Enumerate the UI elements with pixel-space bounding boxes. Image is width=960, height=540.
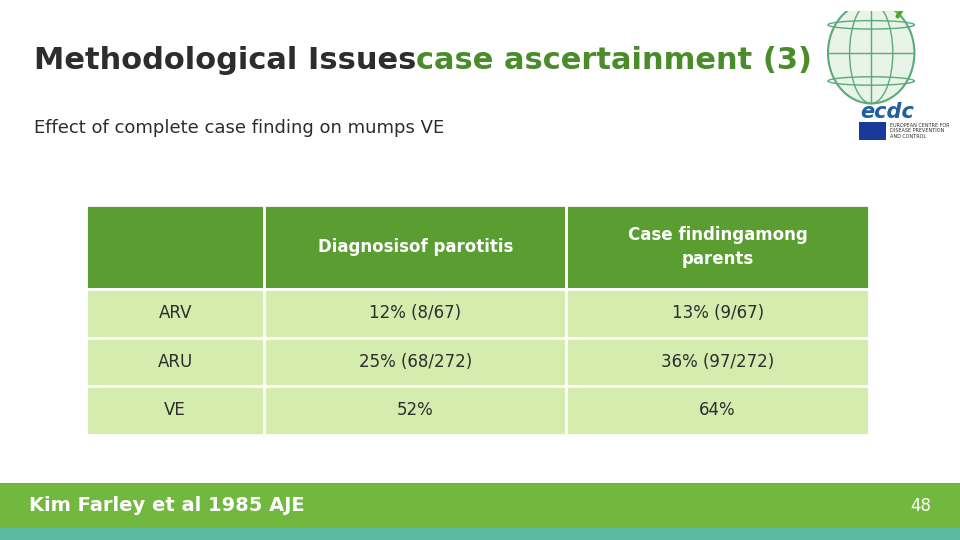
Text: Kim Farley et al 1985 AJE: Kim Farley et al 1985 AJE (29, 496, 304, 515)
FancyBboxPatch shape (264, 205, 566, 289)
FancyBboxPatch shape (566, 386, 869, 435)
FancyBboxPatch shape (86, 289, 264, 338)
FancyBboxPatch shape (566, 338, 869, 386)
Text: Effect of complete case finding on mumps VE: Effect of complete case finding on mumps… (34, 119, 444, 137)
Text: ARV: ARV (158, 304, 192, 322)
Text: 13% (9/67): 13% (9/67) (672, 304, 763, 322)
FancyBboxPatch shape (264, 386, 566, 435)
Text: 25% (68/272): 25% (68/272) (359, 353, 471, 371)
FancyBboxPatch shape (566, 289, 869, 338)
FancyBboxPatch shape (86, 338, 264, 386)
Text: ARU: ARU (157, 353, 193, 371)
FancyBboxPatch shape (859, 122, 885, 140)
FancyBboxPatch shape (86, 205, 264, 289)
Text: Case findingamong
parents: Case findingamong parents (628, 226, 807, 268)
FancyBboxPatch shape (264, 338, 566, 386)
Circle shape (828, 2, 915, 104)
FancyBboxPatch shape (0, 483, 960, 528)
Text: Diagnosisof parotitis: Diagnosisof parotitis (318, 238, 513, 256)
Text: case ascertainment (3): case ascertainment (3) (416, 46, 812, 75)
Text: 48: 48 (910, 497, 931, 515)
FancyBboxPatch shape (86, 386, 264, 435)
FancyBboxPatch shape (264, 289, 566, 338)
Text: 52%: 52% (396, 401, 434, 420)
Text: 64%: 64% (699, 401, 736, 420)
Text: 12% (8/67): 12% (8/67) (370, 304, 461, 322)
Text: 36% (97/272): 36% (97/272) (661, 353, 774, 371)
Text: Methodological Issues: Methodological Issues (34, 46, 416, 75)
Text: VE: VE (164, 401, 186, 420)
Circle shape (899, 0, 916, 9)
FancyBboxPatch shape (566, 205, 869, 289)
FancyBboxPatch shape (0, 528, 960, 540)
Text: EUROPEAN CENTRE FOR
DISEASE PREVENTION
AND CONTROL: EUROPEAN CENTRE FOR DISEASE PREVENTION A… (891, 123, 949, 139)
Text: ecdc: ecdc (860, 102, 914, 122)
